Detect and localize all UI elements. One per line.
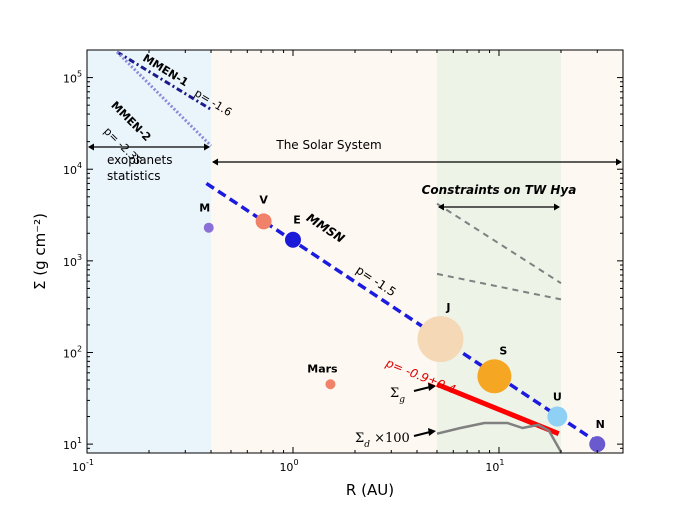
x-axis-label: R (AU): [346, 481, 394, 499]
x-tick-base: 10: [72, 461, 86, 474]
x-tick-exponent: -1: [86, 458, 94, 467]
planet-label-u: U: [553, 391, 562, 404]
x-tick-exponent: 1: [499, 458, 504, 467]
y-tick-label: 102: [63, 344, 82, 360]
x-tick-label: 10-1: [72, 458, 94, 474]
sigma-d-symbol: Σ: [355, 431, 364, 446]
exoplanets-arrow-left: [88, 143, 94, 151]
x-tick-base: 10: [279, 461, 293, 474]
plot-layer: [116, 50, 606, 453]
sigma-d-arrow-line: [413, 431, 431, 437]
sigma-g-arrow-line: [413, 386, 431, 392]
planet-n-point: [589, 436, 606, 453]
sigma-g-symbol: Σ: [390, 386, 399, 401]
x-tick-label: 100: [279, 458, 298, 474]
statistics-label: statistics: [107, 169, 161, 183]
solar-system-arrow-left: [212, 158, 219, 166]
sigma-d-arrow-head: [428, 428, 436, 436]
planet-m-point: [203, 222, 214, 233]
y-tick-base: 10: [63, 439, 77, 452]
exoplanets-arrow-right: [204, 143, 211, 151]
solar-system-arrow-right: [616, 158, 622, 166]
region-layer: [87, 50, 623, 453]
planet-label-j: J: [445, 301, 450, 314]
sigma-d-label: Σd ×100: [355, 431, 410, 450]
sigma-d-subscript: d: [364, 440, 370, 450]
tw-hya-arrow-left: [437, 203, 444, 211]
sigma-g-subscript: g: [399, 395, 405, 405]
y-tick-label: 104: [63, 161, 82, 177]
planet-s-point: [477, 359, 512, 394]
solar-system-label: The Solar System: [275, 138, 381, 152]
y-tick-exponent: 4: [77, 161, 82, 170]
planet-j-point: [417, 316, 464, 363]
y-tick-label: 103: [63, 253, 82, 269]
tw-hya-arrow-right: [553, 203, 560, 211]
planet-label-e: E: [293, 214, 301, 227]
y-tick-exponent: 2: [77, 344, 82, 353]
planet-u-point: [547, 406, 568, 427]
line-sigma-d: [436, 421, 563, 453]
y-tick-base: 10: [63, 164, 77, 177]
line-mmen-1: [116, 50, 212, 111]
planet-e-point: [284, 231, 301, 248]
y-tick-label: 101: [63, 436, 82, 452]
line-mmsn: [205, 181, 599, 444]
y-axis-label: Σ (g cm⁻²): [31, 213, 49, 290]
planet-label-v: V: [259, 193, 268, 206]
y-tick-exponent: 3: [77, 253, 82, 262]
y-tick-base: 10: [63, 256, 77, 269]
planet-label-m: M: [199, 202, 210, 215]
sigma-g-arrow-head: [428, 383, 436, 391]
x-tick-base: 10: [485, 461, 499, 474]
planet-label-mars: Mars: [307, 362, 338, 375]
x-tick-label: 101: [485, 458, 504, 474]
x-tick-exponent: 0: [293, 458, 298, 467]
planet-label-s: S: [499, 344, 507, 357]
line-tw-hya-upper: [436, 202, 562, 285]
sigma-d-factor: ×100: [370, 431, 410, 446]
sigma-g-label: Σg: [390, 386, 405, 405]
y-tick-base: 10: [63, 73, 77, 86]
y-tick-label: 105: [63, 70, 82, 86]
planet-label-n: N: [596, 418, 605, 431]
tw-hya-label: Constraints on TW Hya: [422, 183, 577, 197]
region-exoplanets: [87, 50, 212, 453]
planet-mars-point: [325, 379, 336, 390]
y-tick-exponent: 5: [77, 70, 82, 79]
y-tick-base: 10: [63, 347, 77, 360]
exoplanets-label: exoplanets: [107, 153, 173, 167]
y-tick-exponent: 1: [77, 436, 82, 445]
planet-v-point: [255, 213, 272, 230]
